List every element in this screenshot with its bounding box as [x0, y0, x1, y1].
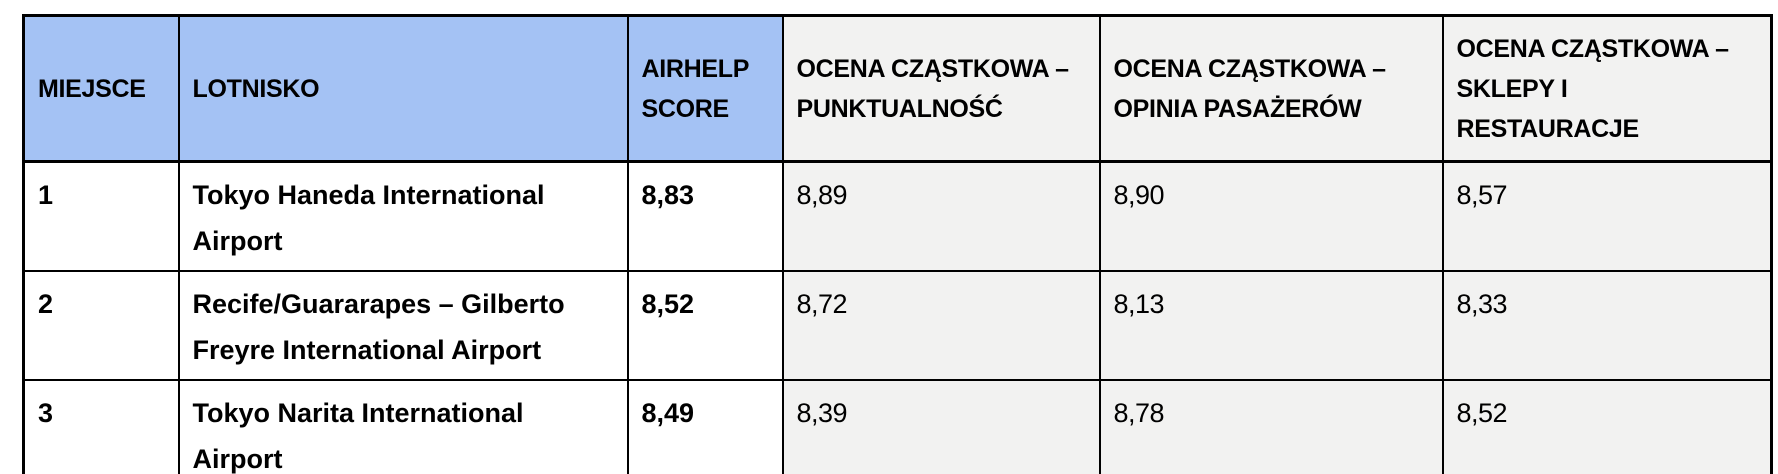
- cell-miejsce: 2: [22, 270, 180, 381]
- cell-lotnisko: Recife/Guararapes – Gilberto Freyre Inte…: [177, 270, 629, 381]
- cell-miejsce: 3: [22, 379, 180, 474]
- airhelp-ranking-table: MIEJSCE LOTNISKO AIRHELP SCORE OCENA CZĄ…: [22, 14, 1773, 474]
- cell-ocena-punktualnosc: 8,72: [781, 270, 1101, 381]
- cell-ocena-sklepy: 8,57: [1441, 160, 1773, 272]
- cell-ocena-punktualnosc: 8,89: [781, 160, 1101, 272]
- column-header-ocena-sklepy-restauracje: OCENA CZĄSTKOWA – SKLEPY I RESTAURACJE: [1441, 14, 1773, 163]
- cell-lotnisko: Tokyo Haneda International Airport: [177, 160, 629, 272]
- column-header-ocena-punktualnosc: OCENA CZĄSTKOWA – PUNKTUALNOŚĆ: [781, 14, 1101, 163]
- cell-airhelp-score: 8,83: [626, 160, 784, 272]
- cell-ocena-sklepy: 8,33: [1441, 270, 1773, 381]
- table-row: 1 Tokyo Haneda International Airport 8,8…: [22, 160, 1773, 272]
- cell-ocena-sklepy: 8,52: [1441, 379, 1773, 474]
- cell-ocena-opinia: 8,78: [1098, 379, 1444, 474]
- column-header-miejsce: MIEJSCE: [22, 14, 180, 163]
- airhelp-ranking-table-wrap: MIEJSCE LOTNISKO AIRHELP SCORE OCENA CZĄ…: [22, 14, 1773, 474]
- column-header-ocena-opinia-pasazerow: OCENA CZĄSTKOWA – OPINIA PASAŻERÓW: [1098, 14, 1444, 163]
- cell-miejsce: 1: [22, 160, 180, 272]
- cell-ocena-punktualnosc: 8,39: [781, 379, 1101, 474]
- cell-ocena-opinia: 8,13: [1098, 270, 1444, 381]
- cell-airhelp-score: 8,49: [626, 379, 784, 474]
- table-header-row: MIEJSCE LOTNISKO AIRHELP SCORE OCENA CZĄ…: [22, 14, 1773, 163]
- cell-airhelp-score: 8,52: [626, 270, 784, 381]
- column-header-lotnisko: LOTNISKO: [177, 14, 629, 163]
- table-row: 2 Recife/Guararapes – Gilberto Freyre In…: [22, 270, 1773, 381]
- cell-lotnisko: Tokyo Narita International Airport: [177, 379, 629, 474]
- cell-ocena-opinia: 8,90: [1098, 160, 1444, 272]
- column-header-airhelp-score: AIRHELP SCORE: [626, 14, 784, 163]
- table-row: 3 Tokyo Narita International Airport 8,4…: [22, 379, 1773, 474]
